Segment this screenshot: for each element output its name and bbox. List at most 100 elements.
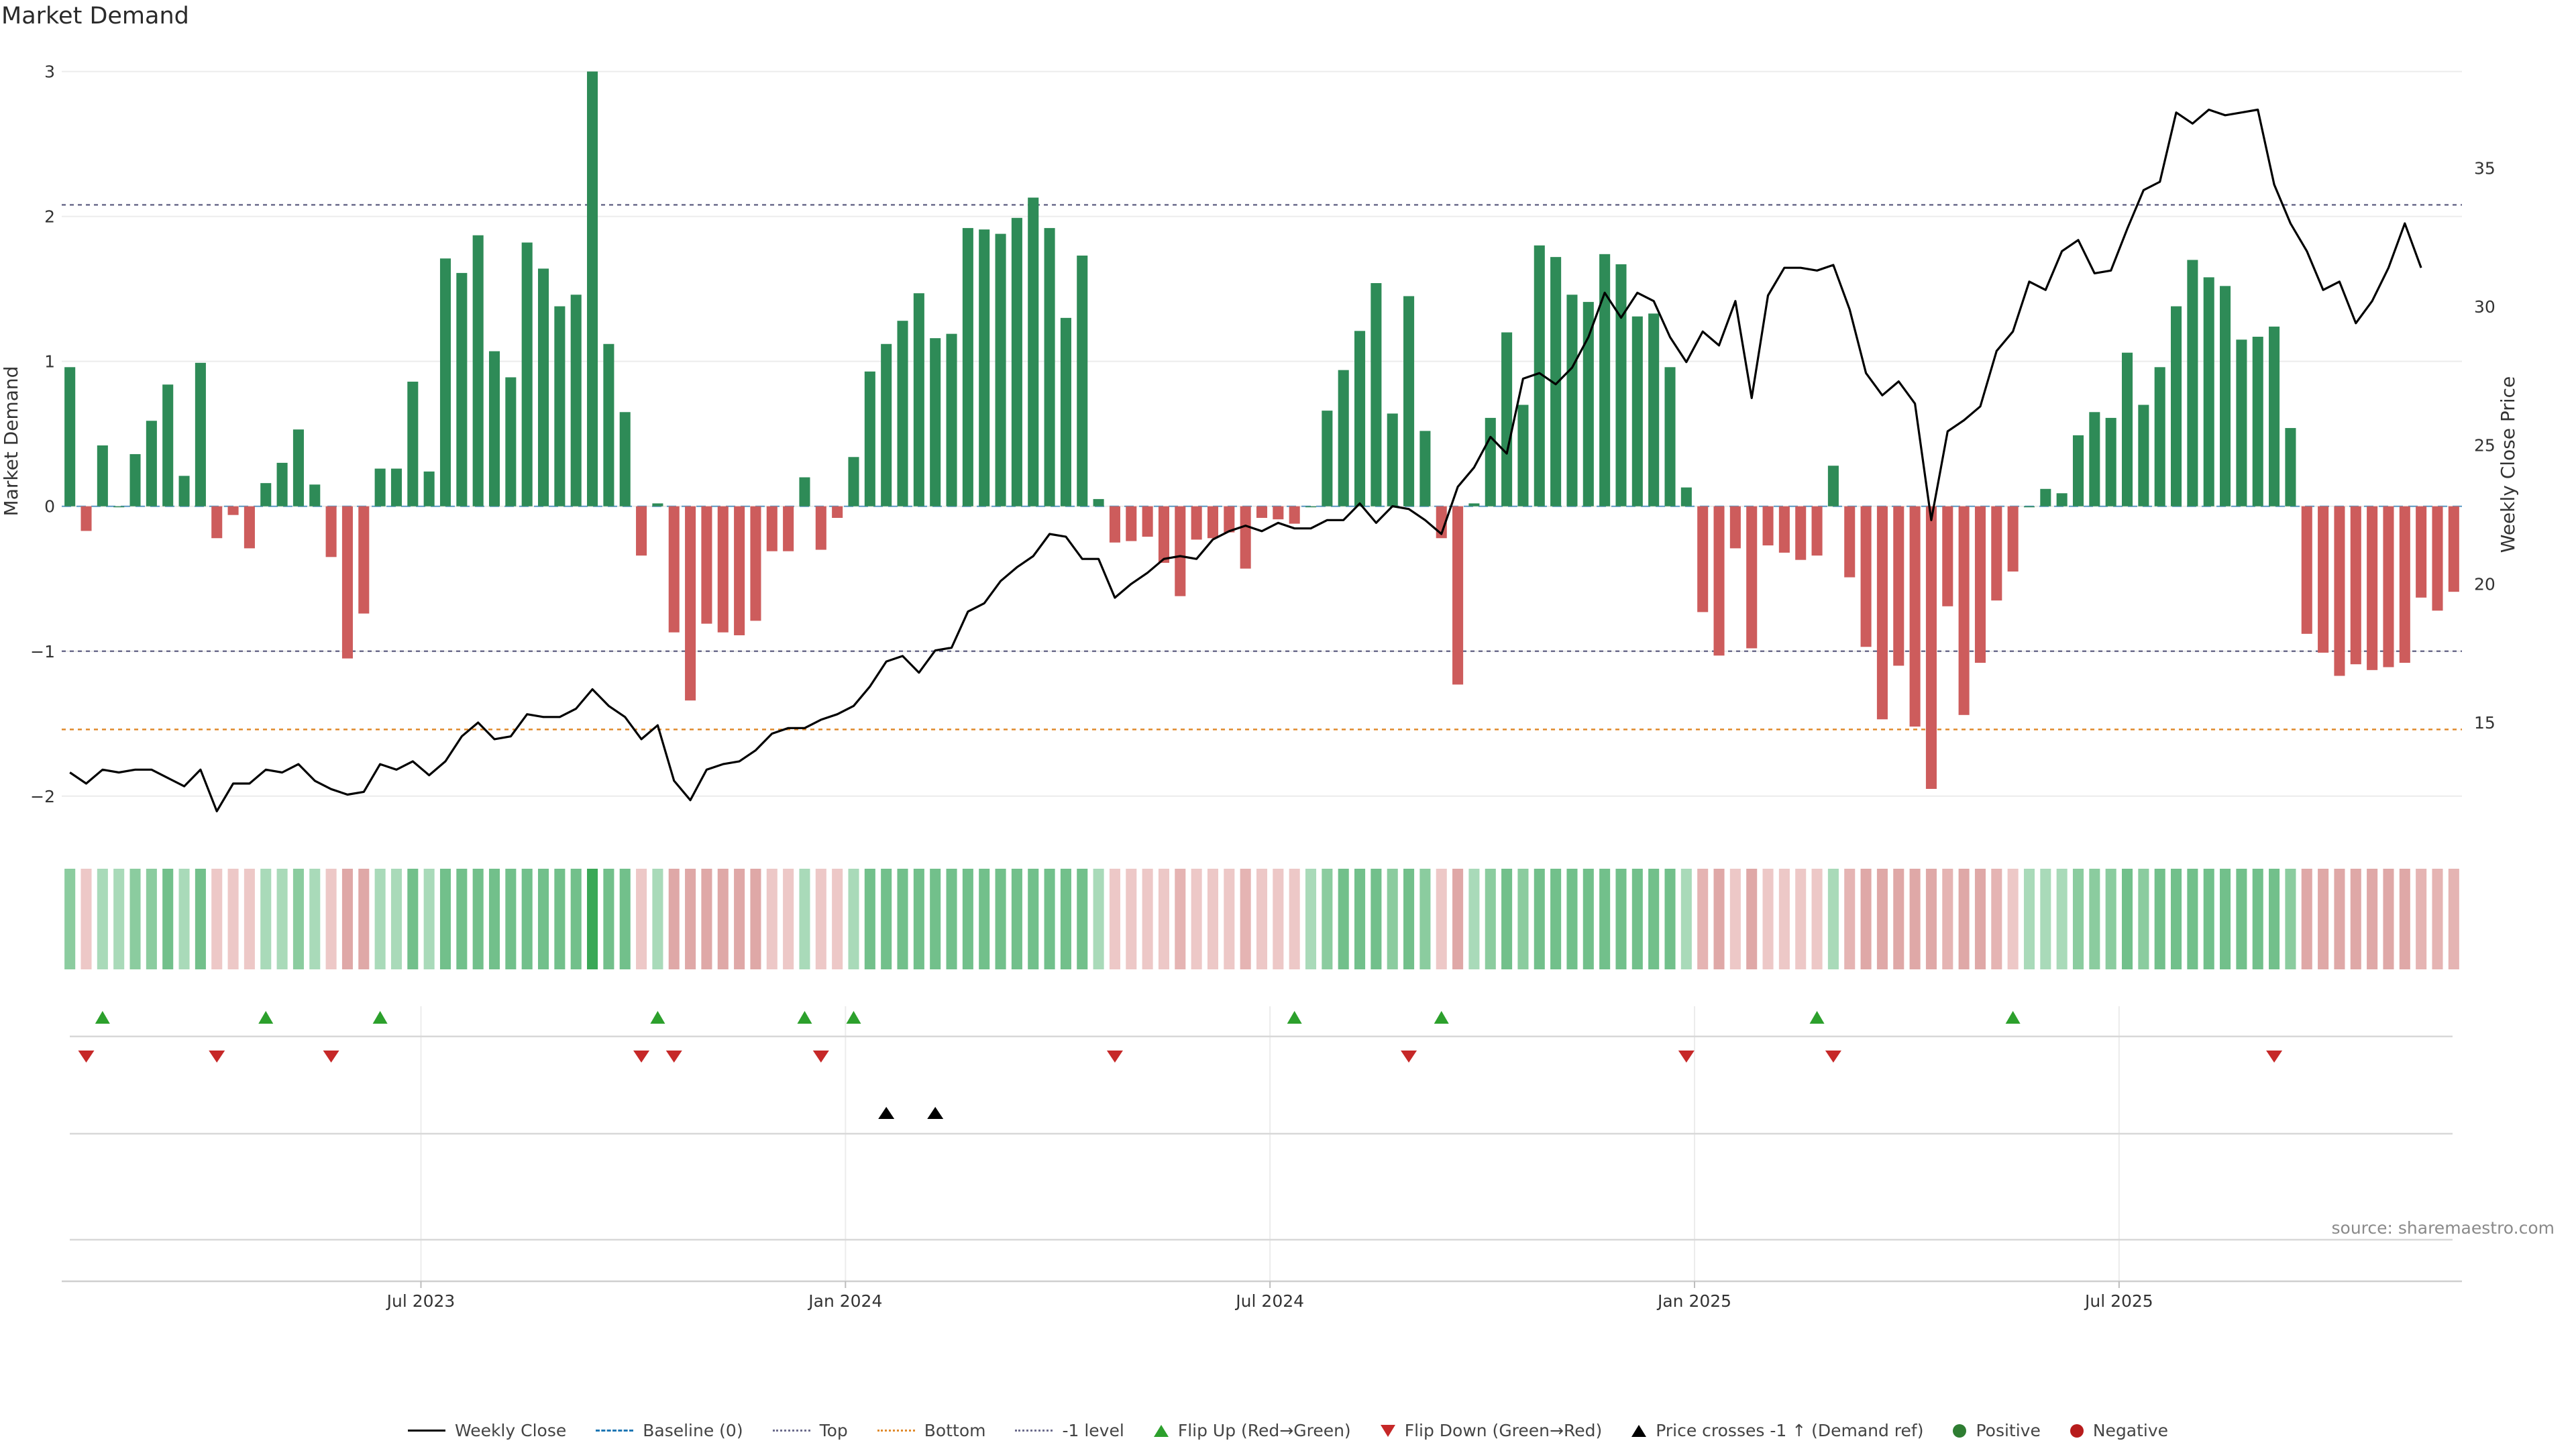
demand-bar [1517, 405, 1529, 506]
heat-cell [962, 869, 973, 969]
heat-cell [717, 869, 729, 969]
demand-bar [227, 506, 239, 515]
demand-bar [587, 71, 598, 506]
demand-bar [1403, 296, 1415, 506]
demand-bar [2171, 306, 2182, 506]
heat-cell [2072, 869, 2084, 969]
demand-bar [244, 506, 255, 549]
demand-bar [815, 506, 826, 550]
legend-item: -1 level [1015, 1421, 1124, 1440]
heat-cell [1746, 869, 1758, 969]
legend-label: Price crosses -1 ↑ (Demand ref) [1656, 1421, 1924, 1440]
weekly-close-line [69, 108, 2422, 812]
demand-bar [2350, 506, 2361, 665]
demand-bar [799, 477, 810, 506]
heat-cell [668, 869, 680, 969]
demand-bar [2040, 488, 2051, 506]
demand-bar [685, 506, 696, 701]
flip-down-marker [78, 1051, 95, 1063]
demand-bar [1452, 506, 1464, 685]
demand-bar [1615, 264, 1627, 506]
demand-bar [488, 351, 500, 506]
heat-strip [64, 869, 2459, 969]
demand-bar [2252, 336, 2263, 506]
demand-bar [1925, 506, 1937, 789]
demand-bar [1582, 302, 1594, 506]
heat-cell [1909, 869, 1921, 969]
heat-cell [2432, 869, 2443, 969]
line-black-icon [407, 1430, 445, 1432]
y-axis-label: Market Demand [0, 366, 22, 517]
heat-cell [554, 869, 566, 969]
heat-cell [815, 869, 826, 969]
demand-bar [325, 506, 337, 557]
demand-bar [276, 462, 288, 506]
chart-title: Market Demand [1, 3, 189, 30]
heat-cell [1371, 869, 1382, 969]
demand-bar [2367, 506, 2378, 670]
heat-cell [1697, 869, 1709, 969]
triangle-up-green-icon [1153, 1424, 1169, 1437]
heat-cell [2121, 869, 2133, 969]
demand-bar [1175, 506, 1186, 596]
demand-bar [1354, 331, 1366, 506]
demand-bar [897, 321, 908, 506]
demand-bar [1778, 506, 1790, 553]
demand-bar [2187, 260, 2198, 506]
demand-bar [521, 242, 533, 506]
demand-bar [1371, 283, 1382, 506]
demand-bar [1680, 487, 1692, 506]
heat-cell [979, 869, 990, 969]
flip-up-marker [372, 1011, 388, 1024]
demand-bar [1876, 506, 1888, 720]
demand-bar [717, 506, 729, 633]
heat-cell [358, 869, 370, 969]
demand-bar [570, 294, 582, 506]
legend-label: Flip Down (Green→Red) [1404, 1421, 1603, 1440]
demand-bar [1011, 217, 1022, 506]
demand-bar [1273, 506, 1284, 520]
y-tick-label: 0 [44, 497, 55, 517]
demand-bar [2448, 506, 2459, 592]
heat-cell [341, 869, 353, 969]
demand-bar [2121, 352, 2133, 506]
demand-bar [358, 506, 370, 614]
heat-cell [1811, 869, 1823, 969]
demand-bar [1305, 506, 1317, 508]
heat-cell [276, 869, 288, 969]
demand-bar [2089, 412, 2100, 506]
heat-cell [1566, 869, 1578, 969]
demand-bar [1109, 506, 1120, 543]
demand-bar [1289, 506, 1300, 524]
demand-bar [390, 468, 402, 506]
heat-cell [195, 869, 206, 969]
y2-tick-label: 35 [2474, 158, 2496, 178]
heat-cell [1534, 869, 1545, 969]
heat-cell [129, 869, 141, 969]
heat-cell [1175, 869, 1186, 969]
heat-cell [1289, 869, 1300, 969]
demand-bar [2220, 286, 2231, 506]
demand-bar [129, 453, 141, 506]
heat-cell [1158, 869, 1169, 969]
heat-cell [1044, 869, 1055, 969]
heat-cell [2399, 869, 2410, 969]
heat-cell [80, 869, 92, 969]
demand-bar [1207, 506, 1219, 539]
heat-cell [1452, 869, 1464, 969]
flip-up-marker [1434, 1011, 1449, 1024]
demand-bar [1436, 506, 1447, 539]
heat-cell [1713, 869, 1725, 969]
x-tick-label: Jul 2023 [386, 1291, 455, 1311]
demand-bar [1893, 506, 1904, 666]
heat-cell [325, 869, 337, 969]
demand-bar [97, 445, 108, 506]
heat-cell [1501, 869, 1513, 969]
heat-cell [1680, 869, 1692, 969]
demand-bar [211, 506, 223, 539]
heat-cell [2448, 869, 2459, 969]
demand-bar [1224, 506, 1235, 533]
heat-cell [1844, 869, 1856, 969]
heat-cell [897, 869, 908, 969]
